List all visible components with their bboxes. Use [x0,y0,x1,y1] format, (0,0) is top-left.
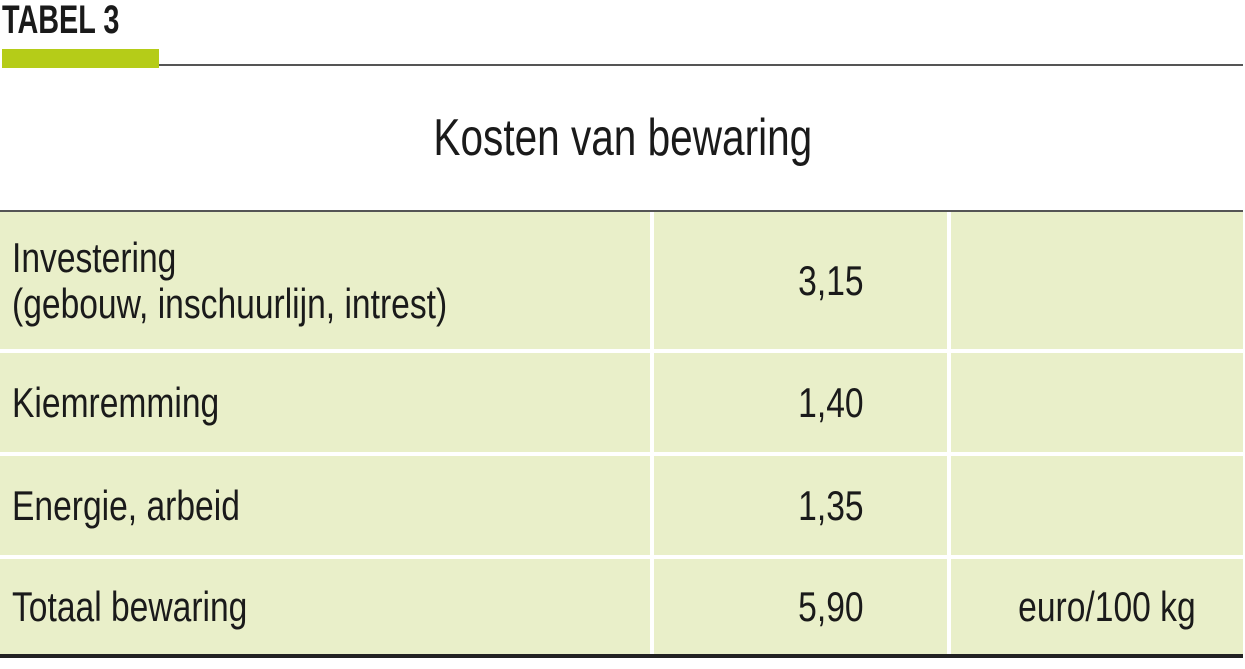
table-row-total: Totaal bewaring 5,90 euro/100 kg [0,559,1243,654]
table-row: Energie, arbeid 1,35 [0,456,1243,559]
item-cell: Totaal bewaring [12,582,248,630]
unit-cell [947,456,1243,555]
item-cell: Kiemremming [12,378,220,426]
item-cell: Energie, arbeid [12,481,240,529]
table-label: TABEL 3 [2,0,120,42]
table-row: Investering (gebouw, inschuurlijn, intres… [0,212,1243,353]
cost-table: Investering (gebouw, inschuurlijn, intres… [0,210,1243,658]
table-title: Kosten van bewaring [433,109,812,167]
item-cell: Investering (gebouw, inschuurlijn, intres… [0,212,650,349]
unit-cell [947,212,1243,349]
header-rule [159,64,1243,66]
value-cell: 3,15 [650,212,947,349]
unit-cell [947,353,1243,452]
value-cell: 1,40 [650,353,947,452]
value-cell: 5,90 [650,559,947,654]
accent-bar [2,49,159,68]
item-label: Investering [12,233,177,281]
item-detail: (gebouw, inschuurlijn, intrest) [12,279,448,327]
value-cell: 1,35 [650,456,947,555]
unit-cell: euro/100 kg [947,559,1243,654]
table-row: Kiemremming 1,40 [0,353,1243,456]
